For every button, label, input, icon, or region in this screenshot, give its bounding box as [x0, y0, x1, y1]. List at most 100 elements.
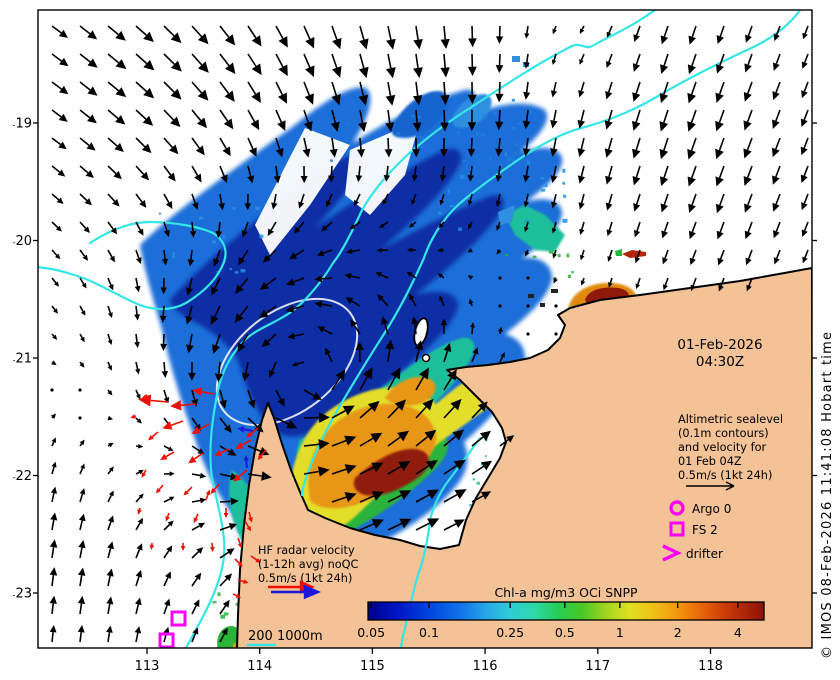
velocity-arrow — [107, 277, 112, 286]
velocity-arrow — [747, 53, 753, 65]
velocity-arrow-head — [77, 567, 86, 576]
velocity-arrow — [275, 137, 281, 150]
velocity-arrow-head — [228, 523, 238, 530]
velocity-arrow — [747, 25, 753, 37]
copyright-text: © IMOS 08-Feb-2026 11:41:08 Hobart time — [820, 331, 835, 659]
velocity-arrow-head — [167, 446, 174, 451]
velocity-arrow — [415, 465, 430, 475]
velocity-arrow — [163, 221, 168, 231]
velocity-arrow-head — [318, 412, 330, 423]
velocity-arrow — [135, 305, 138, 315]
hf-radar-arrow-head — [205, 489, 211, 496]
chl-white-notch-1 — [255, 128, 350, 255]
velocity-arrow-head — [134, 626, 142, 634]
velocity-arrow — [107, 165, 117, 175]
velocity-arrow — [51, 603, 55, 615]
velocity-arrow-head — [194, 572, 202, 581]
hf-radar-arrow-head — [257, 454, 264, 460]
velocity-arrow — [387, 137, 390, 150]
velocity-arrow-head — [495, 93, 504, 103]
hf-radar-arrow — [260, 449, 267, 457]
velocity-arrow-head — [57, 169, 66, 177]
velocity-arrow-head — [114, 142, 124, 152]
velocity-arrow-head — [167, 520, 174, 527]
velocity-arrow-head — [251, 35, 262, 47]
velocity-arrow — [411, 298, 417, 307]
chl-speck — [199, 216, 204, 220]
velocity-arrow — [381, 298, 389, 307]
velocity-arrow-head — [267, 228, 274, 237]
velocity-arrow-head — [398, 460, 411, 471]
velocity-arrow — [191, 577, 198, 587]
velocity-arrow-head — [325, 347, 331, 355]
velocity-arrow — [415, 494, 430, 503]
velocity-arrow — [775, 53, 781, 65]
velocity-arrow-head — [495, 174, 502, 183]
velocity-arrow-head — [358, 66, 369, 79]
velocity-arrow — [580, 109, 585, 122]
velocity-arrow — [219, 193, 223, 204]
velocity-arrow — [635, 53, 641, 65]
velocity-arrow — [79, 109, 91, 119]
velocity-arrow-head — [59, 57, 69, 67]
velocity-arrow-head — [418, 367, 429, 380]
velocity-arrow-head — [523, 201, 530, 208]
velocity-arrow — [191, 137, 201, 149]
velocity-arrow-head — [139, 199, 147, 208]
velocity-arrow-head — [687, 176, 696, 187]
velocity-arrow-head — [495, 121, 504, 131]
velocity-arrow-head — [578, 202, 585, 210]
velocity-arrow-head — [261, 471, 272, 481]
hf-radar-arrow-head — [160, 453, 168, 460]
velocity-arrow — [443, 109, 446, 123]
velocity-arrow-head — [251, 63, 262, 76]
y-tick-label: -21 — [13, 352, 32, 367]
velocity-arrow-head — [211, 344, 221, 355]
velocity-arrow-head — [524, 33, 530, 39]
chl-speck — [553, 276, 557, 280]
chl-speck — [512, 56, 520, 62]
velocity-arrow-head — [54, 281, 60, 287]
chl-red-streak-greentip — [615, 249, 622, 256]
velocity-arrow — [691, 53, 697, 67]
velocity-arrow — [219, 578, 228, 587]
chl-speck — [514, 143, 519, 147]
velocity-arrow — [635, 193, 641, 205]
altimetry-line: 01 Feb 04Z — [678, 455, 742, 468]
velocity-arrow-head — [262, 254, 271, 263]
velocity-arrow — [441, 193, 445, 201]
velocity-arrow — [637, 277, 641, 285]
velocity-arrow — [775, 25, 781, 36]
velocity-arrow-head — [715, 176, 724, 187]
velocity-arrow-head — [553, 278, 558, 284]
velocity-arrow — [803, 221, 809, 231]
velocity-arrow-head — [83, 226, 90, 234]
velocity-arrow-head — [191, 398, 199, 407]
velocity-arrow-head — [137, 443, 144, 449]
velocity-arrow-head — [160, 343, 168, 352]
velocity-arrow-head — [136, 543, 143, 551]
velocity-arrow-head — [385, 122, 395, 133]
velocity-arrow-head — [80, 463, 85, 470]
velocity-arrow-head — [453, 519, 465, 529]
velocity-arrow-head — [230, 497, 239, 506]
hf-radar-arrow-head — [246, 525, 251, 532]
velocity-arrow — [107, 469, 112, 475]
velocity-arrow — [525, 221, 529, 228]
velocity-arrow-head — [115, 87, 127, 98]
velocity-arrow-head — [633, 229, 641, 238]
velocity-arrow-head — [717, 257, 724, 266]
velocity-arrow — [359, 495, 375, 503]
velocity-arrow-head — [235, 284, 244, 294]
chl-speck — [512, 158, 516, 162]
chl-north-patch-a — [391, 90, 449, 138]
velocity-arrow — [163, 577, 169, 587]
velocity-arrow — [107, 81, 120, 92]
velocity-arrow — [609, 277, 613, 284]
velocity-arrow-head — [632, 92, 641, 102]
velocity-arrow-head — [399, 518, 412, 529]
hf-radar-arrow — [158, 484, 164, 491]
velocity-arrow-head — [50, 413, 57, 419]
velocity-arrow-head — [772, 119, 780, 129]
velocity-arrow-head — [277, 120, 286, 131]
